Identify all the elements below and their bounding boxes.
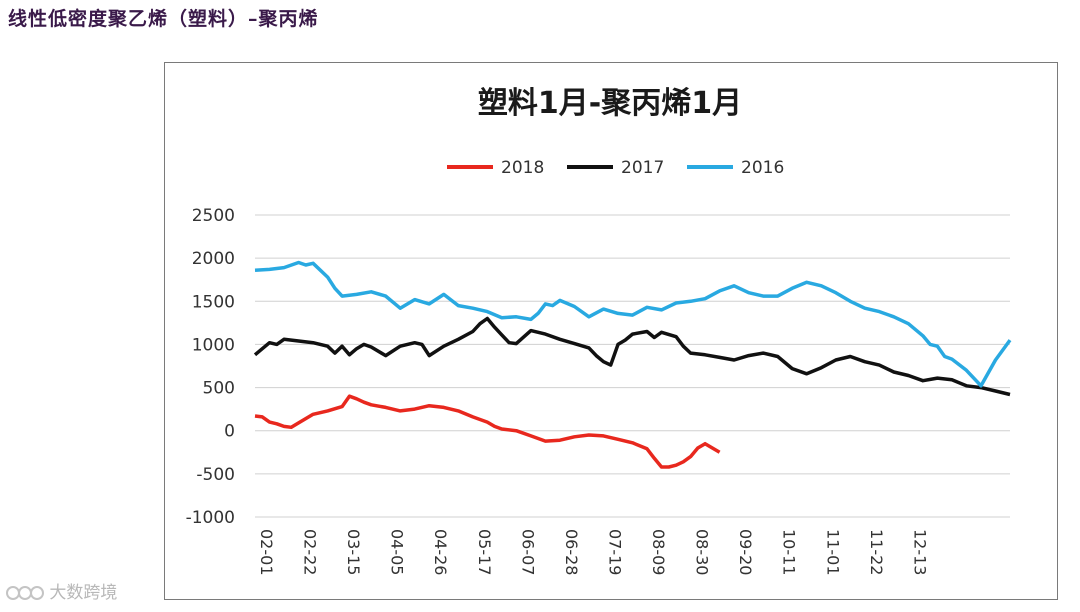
legend-label-2017: 2017 bbox=[621, 158, 664, 178]
watermark-logo-icon bbox=[6, 584, 44, 602]
x-tick-label: 11-22 bbox=[867, 529, 886, 576]
x-tick-label: 08-09 bbox=[649, 529, 668, 576]
x-tick-label: 08-30 bbox=[693, 529, 712, 576]
y-tick-label: 0 bbox=[224, 422, 235, 442]
x-tick-label: 03-15 bbox=[344, 529, 363, 576]
x-tick-label: 07-19 bbox=[605, 529, 624, 576]
x-tick-label: 10-11 bbox=[780, 529, 799, 576]
x-axis: 02-01 02-22 03-15 04-05 04-26 05-17 06-07 06-28… bbox=[257, 529, 929, 576]
x-tick-label: 02-22 bbox=[301, 529, 320, 576]
page-title: 线性低密度聚乙烯（塑料）–聚丙烯 bbox=[8, 8, 319, 30]
y-tick-label: 2000 bbox=[192, 249, 235, 269]
chart-frame: 塑料1月-聚丙烯1月 2018 2017 2016 -1000 -500 0 500 1… bbox=[164, 62, 1058, 600]
legend-label-2016: 2016 bbox=[741, 158, 784, 178]
y-tick-label: -1000 bbox=[186, 508, 235, 528]
watermark-text: 大数跨境 bbox=[49, 583, 118, 603]
chart-legend: 2018 2017 2016 bbox=[447, 158, 784, 178]
legend-label-2018: 2018 bbox=[501, 158, 544, 178]
x-tick-label: 04-26 bbox=[431, 529, 450, 576]
chart-title: 塑料1月-聚丙烯1月 bbox=[478, 86, 742, 121]
y-axis: -1000 -500 0 500 1000 1500 2000 2500 bbox=[186, 206, 235, 528]
x-tick-label: 06-28 bbox=[562, 529, 581, 576]
x-tick-label: 05-17 bbox=[475, 529, 494, 576]
line-chart: 塑料1月-聚丙烯1月 2018 2017 2016 -1000 -500 0 500 1… bbox=[186, 86, 1012, 576]
watermark: 大数跨境 bbox=[6, 578, 117, 603]
series-line-2018 bbox=[254, 394, 721, 469]
x-tick-label: 09-20 bbox=[736, 529, 755, 576]
x-tick-label: 06-07 bbox=[518, 529, 537, 576]
y-tick-label: 1500 bbox=[192, 292, 235, 312]
series-line-2016 bbox=[254, 260, 1012, 388]
chart-series bbox=[253, 260, 1012, 469]
x-tick-label: 12-13 bbox=[910, 529, 929, 576]
y-tick-label: -500 bbox=[196, 465, 235, 485]
y-tick-label: 1000 bbox=[192, 335, 235, 355]
x-tick-label: 02-01 bbox=[257, 529, 276, 576]
chart-gridlines bbox=[255, 214, 1010, 518]
x-tick-label: 04-05 bbox=[388, 529, 407, 576]
y-tick-label: 2500 bbox=[192, 206, 235, 226]
x-tick-label: 11-01 bbox=[823, 529, 842, 576]
series-line-2017 bbox=[253, 316, 1011, 397]
y-tick-label: 500 bbox=[203, 379, 235, 399]
